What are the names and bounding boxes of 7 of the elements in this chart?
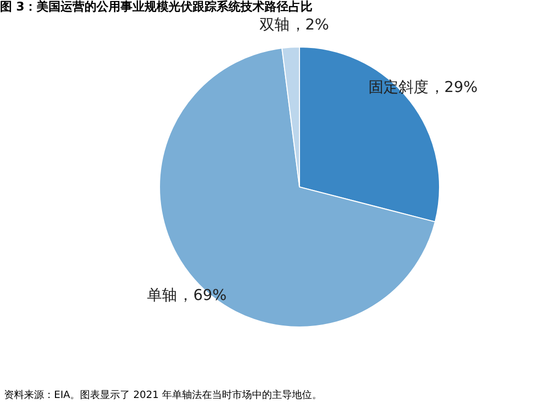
- text: 资料来源：EIA。图表显示了 2021 年单轴法在当时市场中的主导地位。: [4, 388, 323, 402]
- chart-title: 图 3：美国运营的公用事业规模光伏跟踪系统技术路径占比: [0, 0, 313, 14]
- data-label: ，29%: [429, 78, 478, 96]
- slice-label: 双轴: [259, 15, 290, 34]
- data-label: ，2%: [290, 15, 330, 34]
- slice-label: 单轴: [147, 286, 178, 304]
- slice-label: 固定斜度: [368, 78, 428, 96]
